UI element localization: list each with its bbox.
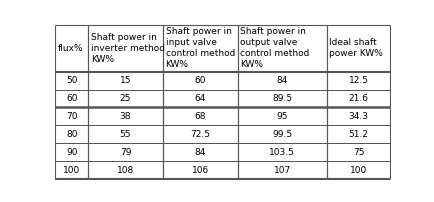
Text: 103.5: 103.5: [269, 148, 294, 157]
Text: flux%: flux%: [58, 44, 83, 53]
Text: 72.5: 72.5: [190, 130, 210, 139]
Text: 100: 100: [63, 166, 80, 175]
Text: 50: 50: [66, 76, 77, 85]
Text: 80: 80: [66, 130, 77, 139]
Text: Shaft power in
input valve
control method
KW%: Shaft power in input valve control metho…: [165, 27, 234, 69]
Text: 68: 68: [194, 112, 205, 121]
Text: 34.3: 34.3: [348, 112, 368, 121]
Text: 60: 60: [194, 76, 205, 85]
Text: 21.6: 21.6: [348, 94, 368, 103]
Text: 15: 15: [119, 76, 131, 85]
Text: 25: 25: [119, 94, 131, 103]
Text: 64: 64: [194, 94, 205, 103]
Text: 89.5: 89.5: [271, 94, 292, 103]
Text: Shaft power in
inverter method
KW%: Shaft power in inverter method KW%: [91, 33, 164, 64]
Text: 75: 75: [352, 148, 364, 157]
Text: 12.5: 12.5: [348, 76, 368, 85]
Text: 95: 95: [276, 112, 287, 121]
Text: Shaft power in
output valve
control method
KW%: Shaft power in output valve control meth…: [240, 27, 309, 69]
Text: 108: 108: [117, 166, 134, 175]
Text: 99.5: 99.5: [271, 130, 292, 139]
Text: 84: 84: [194, 148, 205, 157]
Text: 84: 84: [276, 76, 287, 85]
Text: 51.2: 51.2: [348, 130, 368, 139]
Text: 107: 107: [273, 166, 290, 175]
Text: 60: 60: [66, 94, 77, 103]
Text: 100: 100: [349, 166, 366, 175]
Text: 55: 55: [119, 130, 131, 139]
Text: 90: 90: [66, 148, 77, 157]
Text: 70: 70: [66, 112, 77, 121]
Text: Ideal shaft
power KW%: Ideal shaft power KW%: [329, 38, 382, 58]
Text: 38: 38: [119, 112, 131, 121]
Text: 79: 79: [119, 148, 131, 157]
Text: 106: 106: [191, 166, 208, 175]
